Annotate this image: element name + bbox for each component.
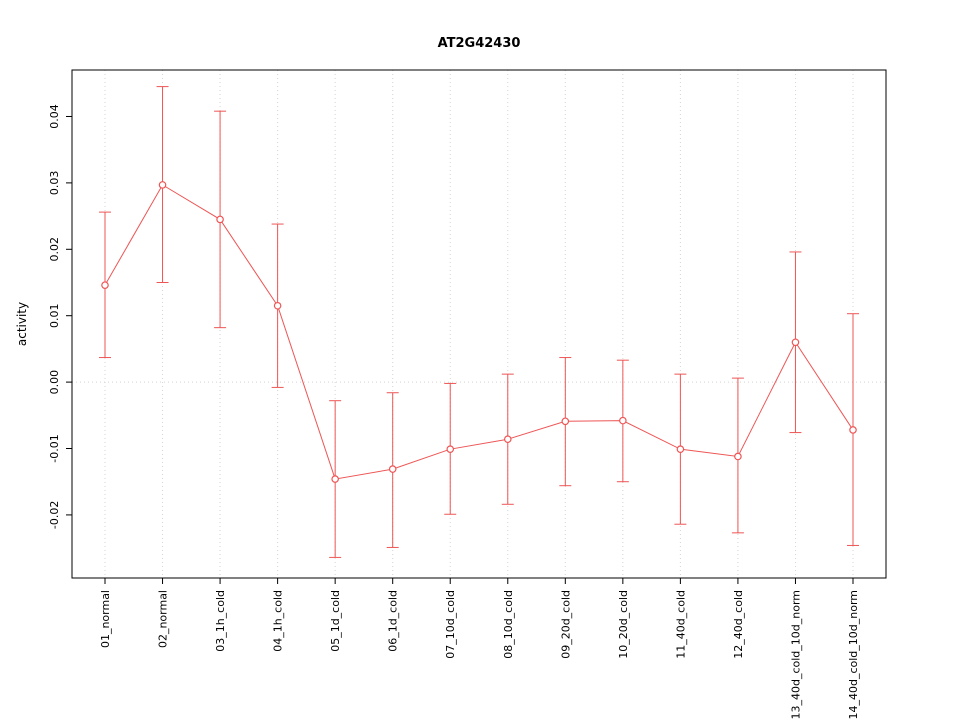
plot-border: [71, 69, 887, 579]
series-line: [104, 184, 854, 480]
y-tick-label: 0.03: [48, 171, 61, 196]
y-tick-label: 0.02: [48, 237, 61, 262]
data-point: [619, 416, 627, 425]
x-tick-label: 13_40d_cold_10d_norm: [789, 590, 802, 720]
x-tick-label: 06_1d_cold: [387, 590, 400, 652]
x-tick-label: 12_40d_cold: [732, 590, 745, 659]
y-tick-label: -0.01: [48, 434, 61, 462]
y-tick-label: -0.02: [48, 501, 61, 529]
chart-title: AT2G42430: [437, 36, 521, 51]
x-tick-label: 02_normal: [157, 590, 170, 648]
x-tick-label: 08_10d_cold: [502, 590, 515, 659]
x-tick-label: 11_40d_cold: [674, 590, 687, 659]
y-tick-label: 0.04: [48, 104, 61, 129]
data-point: [791, 338, 800, 347]
data-point: [503, 435, 512, 444]
data-point: [561, 417, 570, 426]
data-point: [101, 281, 109, 289]
data-point: [734, 452, 742, 461]
x-tick-label: 10_20d_cold: [617, 590, 630, 659]
data-point: [216, 215, 224, 224]
x-tick-label: 09_20d_cold: [559, 590, 572, 659]
y-tick-label: 0.01: [48, 303, 61, 328]
x-tick-label: 01_normal: [99, 590, 112, 648]
data-point: [446, 445, 455, 453]
x-tick-label: 05_1d_cold: [329, 590, 342, 652]
data-point: [388, 465, 397, 473]
y-tick-label: 0.00: [48, 370, 61, 395]
data-point: [676, 445, 685, 453]
data-point: [273, 301, 282, 310]
data-point: [849, 426, 857, 434]
x-tick-label: 03_1h_cold: [214, 590, 227, 652]
data-point: [158, 181, 167, 189]
x-tick-label: 14_40d_cold_10d_norm: [847, 590, 860, 720]
data-point: [331, 475, 339, 483]
x-tick-label: 04_1h_cold: [272, 590, 285, 652]
x-tick-label: 07_10d_cold: [444, 590, 457, 659]
